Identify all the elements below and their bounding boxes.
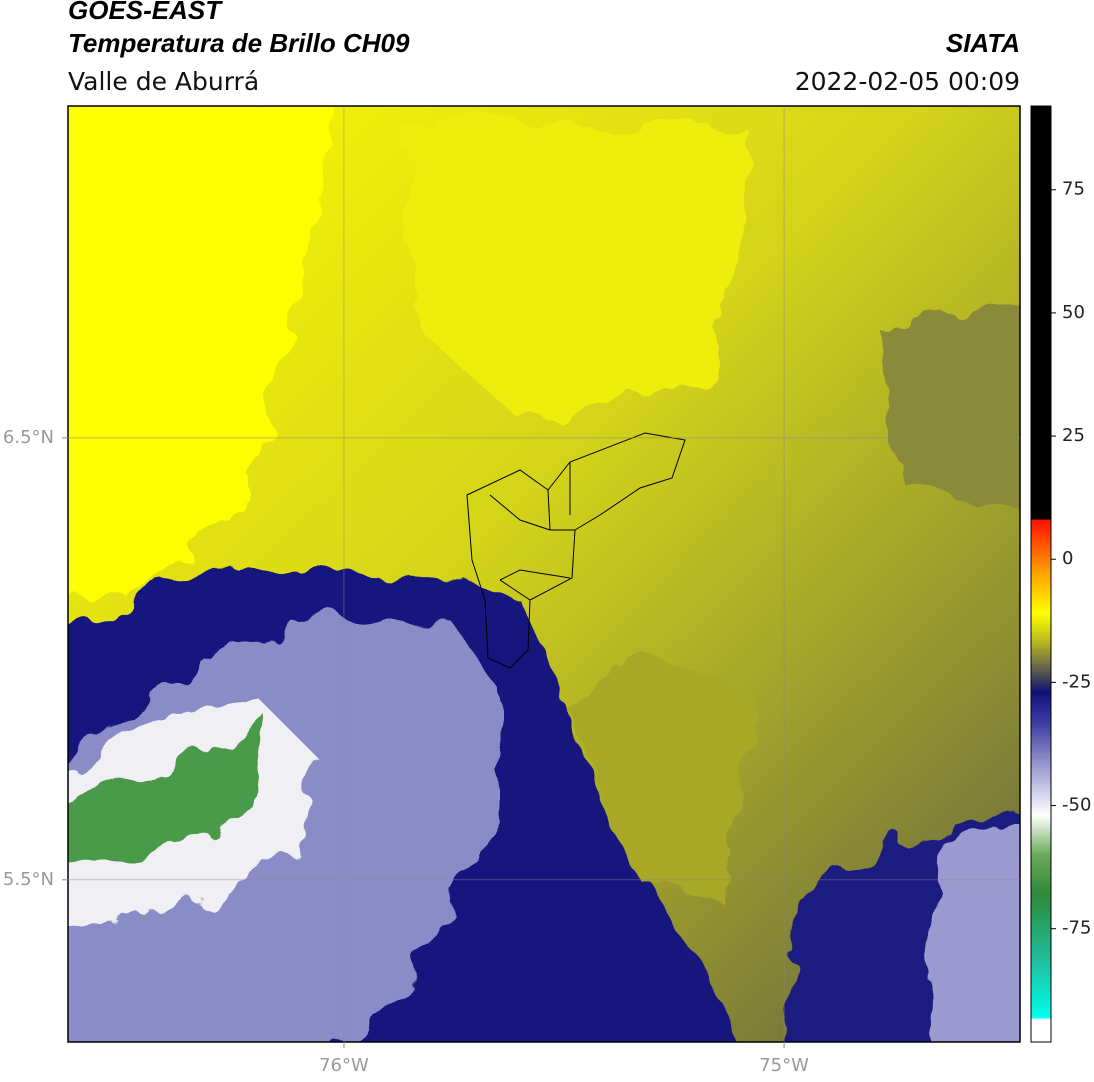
product: Temperatura de Brillo CH09 xyxy=(68,28,410,58)
agency: SIATA xyxy=(946,28,1020,58)
colorbar-label: -75 xyxy=(1062,918,1091,939)
lon-label: 76°W xyxy=(319,1055,369,1076)
colorbar-label: -50 xyxy=(1062,795,1091,816)
lon-label: 75°W xyxy=(759,1055,809,1076)
municipal-borders xyxy=(466,432,686,669)
colorbar-label: 75 xyxy=(1062,179,1085,200)
lat-label: 5.5°N xyxy=(3,869,54,890)
region: Valle de Aburrá xyxy=(68,67,259,96)
colorbar-label: -25 xyxy=(1062,671,1091,692)
colorbar-label: 0 xyxy=(1062,548,1073,569)
map-frame xyxy=(67,105,1021,1043)
datetime: 2022-02-05 00:09 xyxy=(795,67,1020,96)
colorbar xyxy=(1030,105,1052,1043)
map-image xyxy=(68,106,1020,1042)
colorbar-label: 50 xyxy=(1062,302,1085,323)
title: GOES-EAST xyxy=(68,0,223,25)
colorbar-label: 25 xyxy=(1062,425,1085,446)
lat-label: 6.5°N xyxy=(3,427,54,448)
